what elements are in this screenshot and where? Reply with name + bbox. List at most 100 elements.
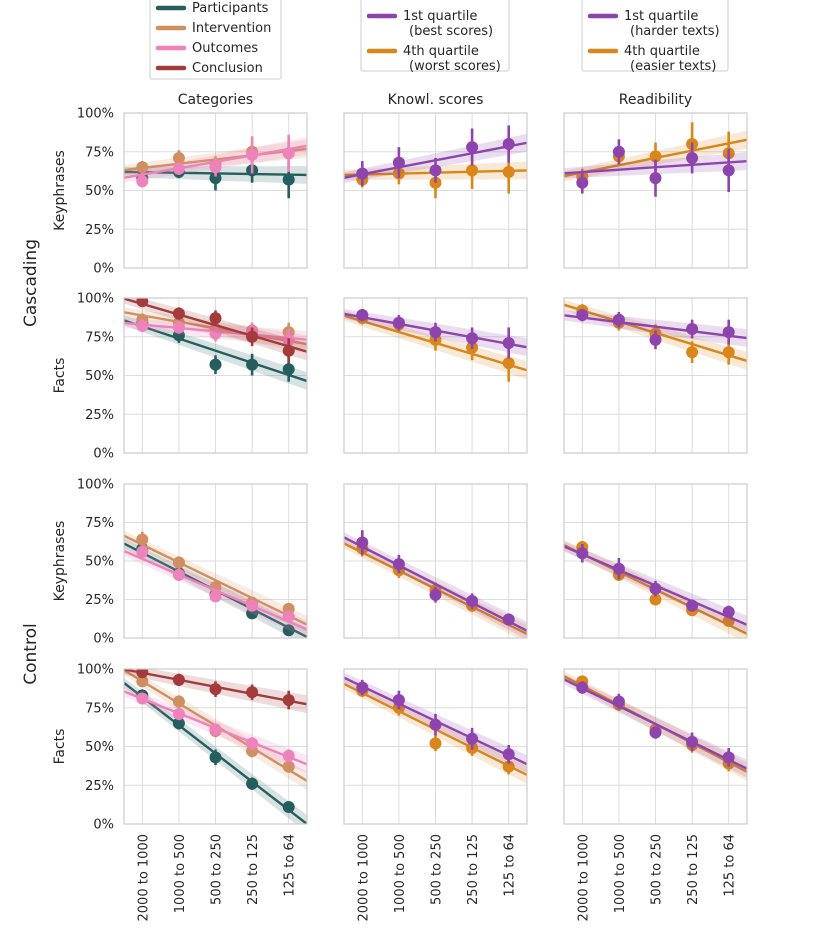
data-point-outcomes xyxy=(209,590,222,603)
x-tick-label: 250 to 125 xyxy=(466,834,481,905)
data-point-q1 xyxy=(502,138,515,150)
y-tick-label: 50% xyxy=(85,555,114,570)
plot-area xyxy=(124,298,307,390)
data-point-participants xyxy=(282,800,295,813)
y-tick-label: 100% xyxy=(77,663,114,678)
y-tick-label: 100% xyxy=(77,478,114,493)
data-point-participants xyxy=(282,624,295,637)
column-title: Knowl. scores xyxy=(388,92,484,108)
y-tick-label: 75% xyxy=(85,701,114,716)
panel-frame xyxy=(123,483,308,639)
panel-r0-c2 xyxy=(563,112,748,269)
panel-r3-c1: 2000 to 1000 1000 to 500 500 to 250 250 to … xyxy=(343,668,528,921)
data-point-q1 xyxy=(686,151,699,164)
data-point-outcomes xyxy=(246,148,259,161)
y-tick-label: 75% xyxy=(85,516,114,531)
data-point-q4 xyxy=(502,165,515,178)
legend-label: 4th quartile xyxy=(624,44,700,59)
data-point-outcomes xyxy=(172,321,185,334)
data-point-intervention xyxy=(136,675,149,688)
ci-band-q1 xyxy=(564,310,747,348)
data-point-intervention xyxy=(172,151,185,164)
legend-box xyxy=(149,0,282,80)
y-tick-label: 0% xyxy=(93,447,114,462)
data-point-conclusion xyxy=(282,344,295,357)
x-tick-label: 1000 to 500 xyxy=(393,834,408,913)
fit-line-q1 xyxy=(344,536,527,633)
panel-frame xyxy=(563,112,748,269)
panel-r3-c2: 2000 to 1000 1000 to 500 500 to 250 250 to … xyxy=(563,668,748,921)
data-point-outcomes xyxy=(136,692,149,705)
data-point-q4 xyxy=(466,164,479,177)
data-point-outcomes xyxy=(282,749,295,762)
data-point-q1 xyxy=(576,309,589,322)
data-point-outcomes xyxy=(136,545,149,558)
legend-box xyxy=(360,0,510,72)
y-tick-label: 75% xyxy=(85,145,114,160)
legend-label: 1st quartile xyxy=(403,9,477,24)
data-point-outcomes xyxy=(282,147,295,160)
panel-frame xyxy=(123,112,308,269)
data-point-outcomes xyxy=(246,599,259,612)
data-point-q1 xyxy=(649,582,662,595)
x-tick-label: 500 to 250 xyxy=(650,834,665,905)
data-point-q1 xyxy=(466,732,479,745)
panel-r1-c1 xyxy=(343,297,528,454)
panel-r0-c0: 0% 25% 50% 75% 100% xyxy=(77,107,308,277)
legend-sublabel: (worst scores) xyxy=(409,59,501,74)
data-point-q1 xyxy=(392,156,405,169)
data-point-q1 xyxy=(502,336,515,349)
data-point-participants xyxy=(172,717,185,730)
group-label: Control xyxy=(21,623,41,684)
data-point-outcomes xyxy=(136,175,149,188)
y-tick-label: 0% xyxy=(93,818,114,833)
data-point-q1 xyxy=(576,547,589,560)
row-label: Keyphrases xyxy=(52,150,68,231)
data-point-q1 xyxy=(686,323,699,335)
data-point-outcomes xyxy=(209,161,222,174)
x-tick-label: 125 to 64 xyxy=(723,834,738,897)
legend-1: 1st quartile(best scores) 4th quartile(wo… xyxy=(360,0,510,74)
data-point-q1 xyxy=(686,599,699,612)
y-tick-label: 0% xyxy=(93,632,114,647)
legend-label: Conclusion xyxy=(192,61,263,76)
data-point-q1 xyxy=(576,681,589,694)
y-tick-label: 100% xyxy=(77,292,114,307)
data-point-q1 xyxy=(576,176,589,189)
data-point-conclusion xyxy=(246,686,259,699)
data-point-intervention xyxy=(282,760,295,773)
plot-area xyxy=(124,530,307,638)
data-point-participants xyxy=(246,777,259,790)
plot-area xyxy=(344,308,527,382)
x-tick-label: 250 to 125 xyxy=(686,834,701,905)
data-point-participants xyxy=(282,173,295,186)
panel-frame xyxy=(123,668,308,825)
y-tick-label: 0% xyxy=(93,262,114,277)
panel-r2-c1 xyxy=(343,483,528,639)
legend-label: 1st quartile xyxy=(624,9,698,24)
ci-band-conclusion xyxy=(124,298,307,361)
panel-frame xyxy=(343,483,528,639)
data-point-q1 xyxy=(502,613,515,626)
ci-band-q1 xyxy=(564,674,747,778)
data-point-q1 xyxy=(649,333,662,346)
data-point-q1 xyxy=(612,695,625,708)
data-point-q4 xyxy=(686,346,699,359)
data-point-q1 xyxy=(429,718,442,731)
legend-label: Participants xyxy=(192,1,269,16)
y-tick-label: 50% xyxy=(85,184,114,199)
fit-line-q1 xyxy=(564,314,747,340)
data-point-q1 xyxy=(356,309,369,322)
fit-line-q1 xyxy=(564,677,747,771)
panel-r1-c0: 0% 25% 50% 75% 100% xyxy=(77,292,308,462)
data-point-outcomes xyxy=(136,319,149,332)
legend-box xyxy=(581,0,729,72)
data-point-q1 xyxy=(722,164,735,177)
row-label: Facts xyxy=(52,729,68,765)
fit-line-outcomes xyxy=(124,549,307,631)
data-point-outcomes xyxy=(172,707,185,720)
x-tick-label: 125 to 64 xyxy=(283,834,298,897)
data-point-q1 xyxy=(429,164,442,177)
data-point-outcomes xyxy=(209,723,222,736)
y-tick-label: 25% xyxy=(85,223,114,238)
